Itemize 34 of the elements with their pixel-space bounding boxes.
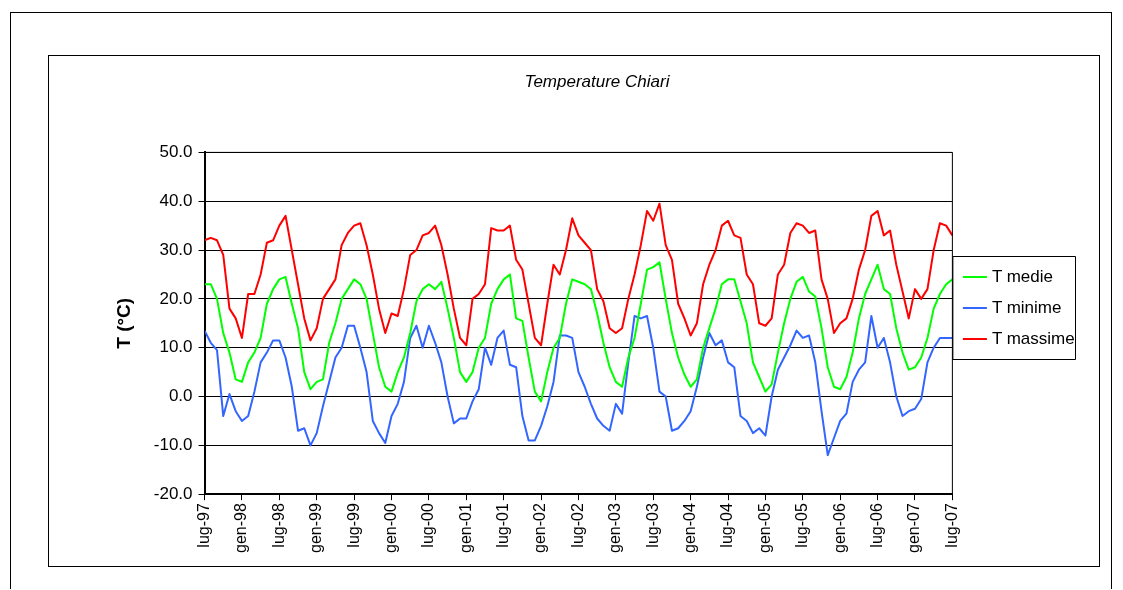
y-tick-label: -10.0 — [153, 435, 193, 455]
x-tick-label: lug-02 — [568, 503, 586, 548]
y-tick-label: -20.0 — [153, 483, 193, 503]
legend-label: T massime — [991, 328, 1075, 348]
y-tick-label: 30.0 — [159, 239, 193, 259]
x-tick-label: gen-06 — [830, 503, 848, 554]
x-tick-label: gen-07 — [905, 503, 923, 554]
x-tick-label: lug-04 — [718, 503, 736, 548]
legend-label: T medie — [991, 266, 1053, 286]
y-tick-label: 50.0 — [159, 142, 193, 162]
x-tick-label: lug-00 — [419, 503, 437, 548]
x-tick-label: gen-99 — [307, 503, 325, 554]
x-tick-label: lug-01 — [494, 503, 512, 548]
x-tick-label: gen-04 — [681, 503, 699, 554]
x-tick-label: gen-03 — [606, 503, 624, 554]
x-tick-label: lug-06 — [868, 503, 886, 548]
y-tick-label: 40.0 — [159, 190, 193, 210]
legend-label: T minime — [991, 297, 1062, 317]
y-tick-label: 10.0 — [159, 337, 193, 357]
y-axis-title: T (°C) — [112, 297, 134, 349]
x-tick-label: gen-01 — [456, 503, 474, 554]
y-tick-label: 0.0 — [168, 386, 193, 406]
x-tick-label: lug-03 — [643, 503, 661, 548]
x-tick-label: gen-05 — [755, 503, 773, 554]
x-tick-label: lug-05 — [793, 503, 811, 548]
x-tick-label: gen-02 — [531, 503, 549, 554]
x-tick-label: lug-99 — [344, 503, 362, 548]
y-tick-label: 20.0 — [159, 288, 193, 308]
x-tick-label: lug-97 — [194, 503, 212, 548]
x-tick-label: gen-98 — [232, 503, 250, 554]
x-tick-label: lug-98 — [269, 503, 287, 548]
x-tick-label: gen-00 — [381, 503, 399, 554]
chart-title: Temperature Chiari — [524, 71, 671, 91]
x-tick-label: lug-07 — [942, 503, 960, 548]
